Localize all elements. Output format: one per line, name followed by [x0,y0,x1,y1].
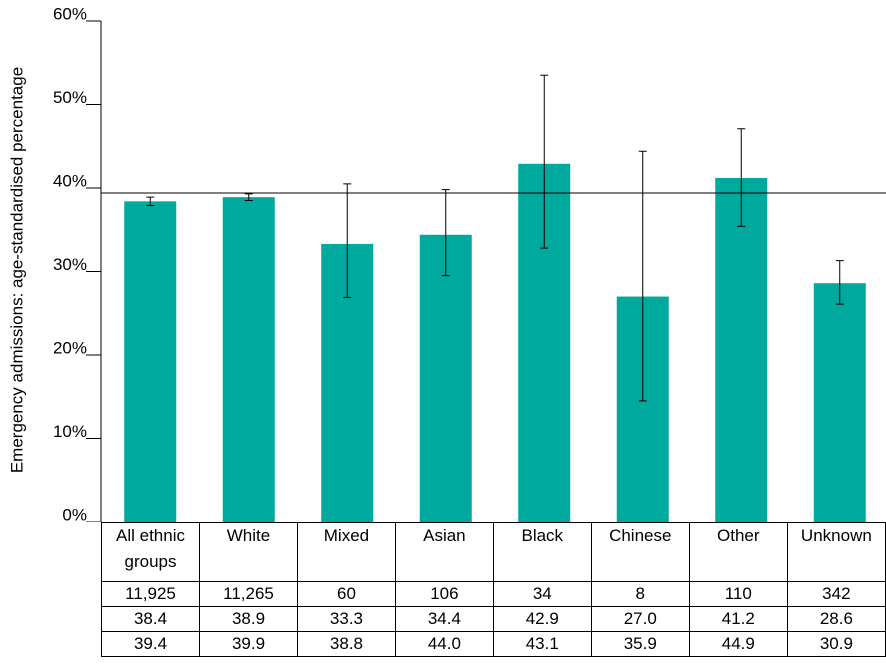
bar [222,197,275,522]
table-cell: 28.6 [786,606,886,632]
table-cell: 342 [786,581,886,607]
error-bar [835,260,844,305]
error-bar [244,193,253,202]
table-cell: Black [492,522,592,582]
table-cell: Asian [394,522,494,582]
y-tick-label: 60% [53,4,87,23]
table-cell: 60 [296,581,396,607]
table-cell: All ethnic groups [101,522,200,582]
table-cell: 43.1 [492,631,592,657]
table-cell: 33.3 [296,606,396,632]
bar [124,201,177,522]
table-cell: 11,265 [199,581,298,607]
table-cell: 27.0 [590,606,690,632]
table-row: All ethnic groups White Mixed Asian Black Chi… [101,522,886,582]
table-cell: 11,925 [101,581,200,607]
error-bar [343,183,352,298]
error-bar [638,150,647,402]
table-cell: 38.9 [199,606,298,632]
table-cell: 110 [688,581,788,607]
bar [419,234,472,522]
table-cell: 44.0 [394,631,494,657]
bar [715,177,768,522]
error-bar [737,128,746,227]
table-cell: 34 [492,581,592,607]
table-cell: 8 [590,581,690,607]
table-cell: White [199,522,298,582]
y-tick-label: 20% [53,338,87,357]
table-cell: Unknown [786,522,886,582]
y-tick-label: 0% [62,505,87,522]
table-cell: 38.4 [101,606,200,632]
table-cell: 39.9 [199,631,298,657]
table-row: 38.4 38.9 33.3 34.4 42.9 27.0 41.2 28.6 [101,606,886,632]
table-cell: Other [688,522,788,582]
table-cell: Mixed [296,522,396,582]
table-cell: 34.4 [394,606,494,632]
y-tick-label: 40% [53,171,87,190]
table-row: 11,925 11,265 60 106 34 8 110 342 [101,581,886,607]
data-table: All ethnic groups White Mixed Asian Black Chi… [101,522,886,657]
table-cell: 41.2 [688,606,788,632]
y-tick-label: 50% [53,88,87,107]
error-bar [441,189,450,277]
error-bar [146,196,155,207]
bar [813,283,866,522]
table-cell: 42.9 [492,606,592,632]
table-cell: 44.9 [688,631,788,657]
error-bar [540,74,549,249]
table-cell: 35.9 [590,631,690,657]
table-row: 39.4 39.9 38.8 44.0 43.1 35.9 44.9 30.9 [101,631,886,657]
y-tick-label: 30% [53,255,87,274]
table-cell: 38.8 [296,631,396,657]
y-tick-label: 10% [53,422,87,441]
chart: Emergency admissions: age-standardised p… [7,4,886,522]
table-cell: Chinese [590,522,690,582]
y-axis-label: Emergency admissions: age-standardised p… [7,67,26,473]
table-cell: 39.4 [101,631,200,657]
table-cell: 30.9 [786,631,886,657]
table-cell: 106 [394,581,494,607]
